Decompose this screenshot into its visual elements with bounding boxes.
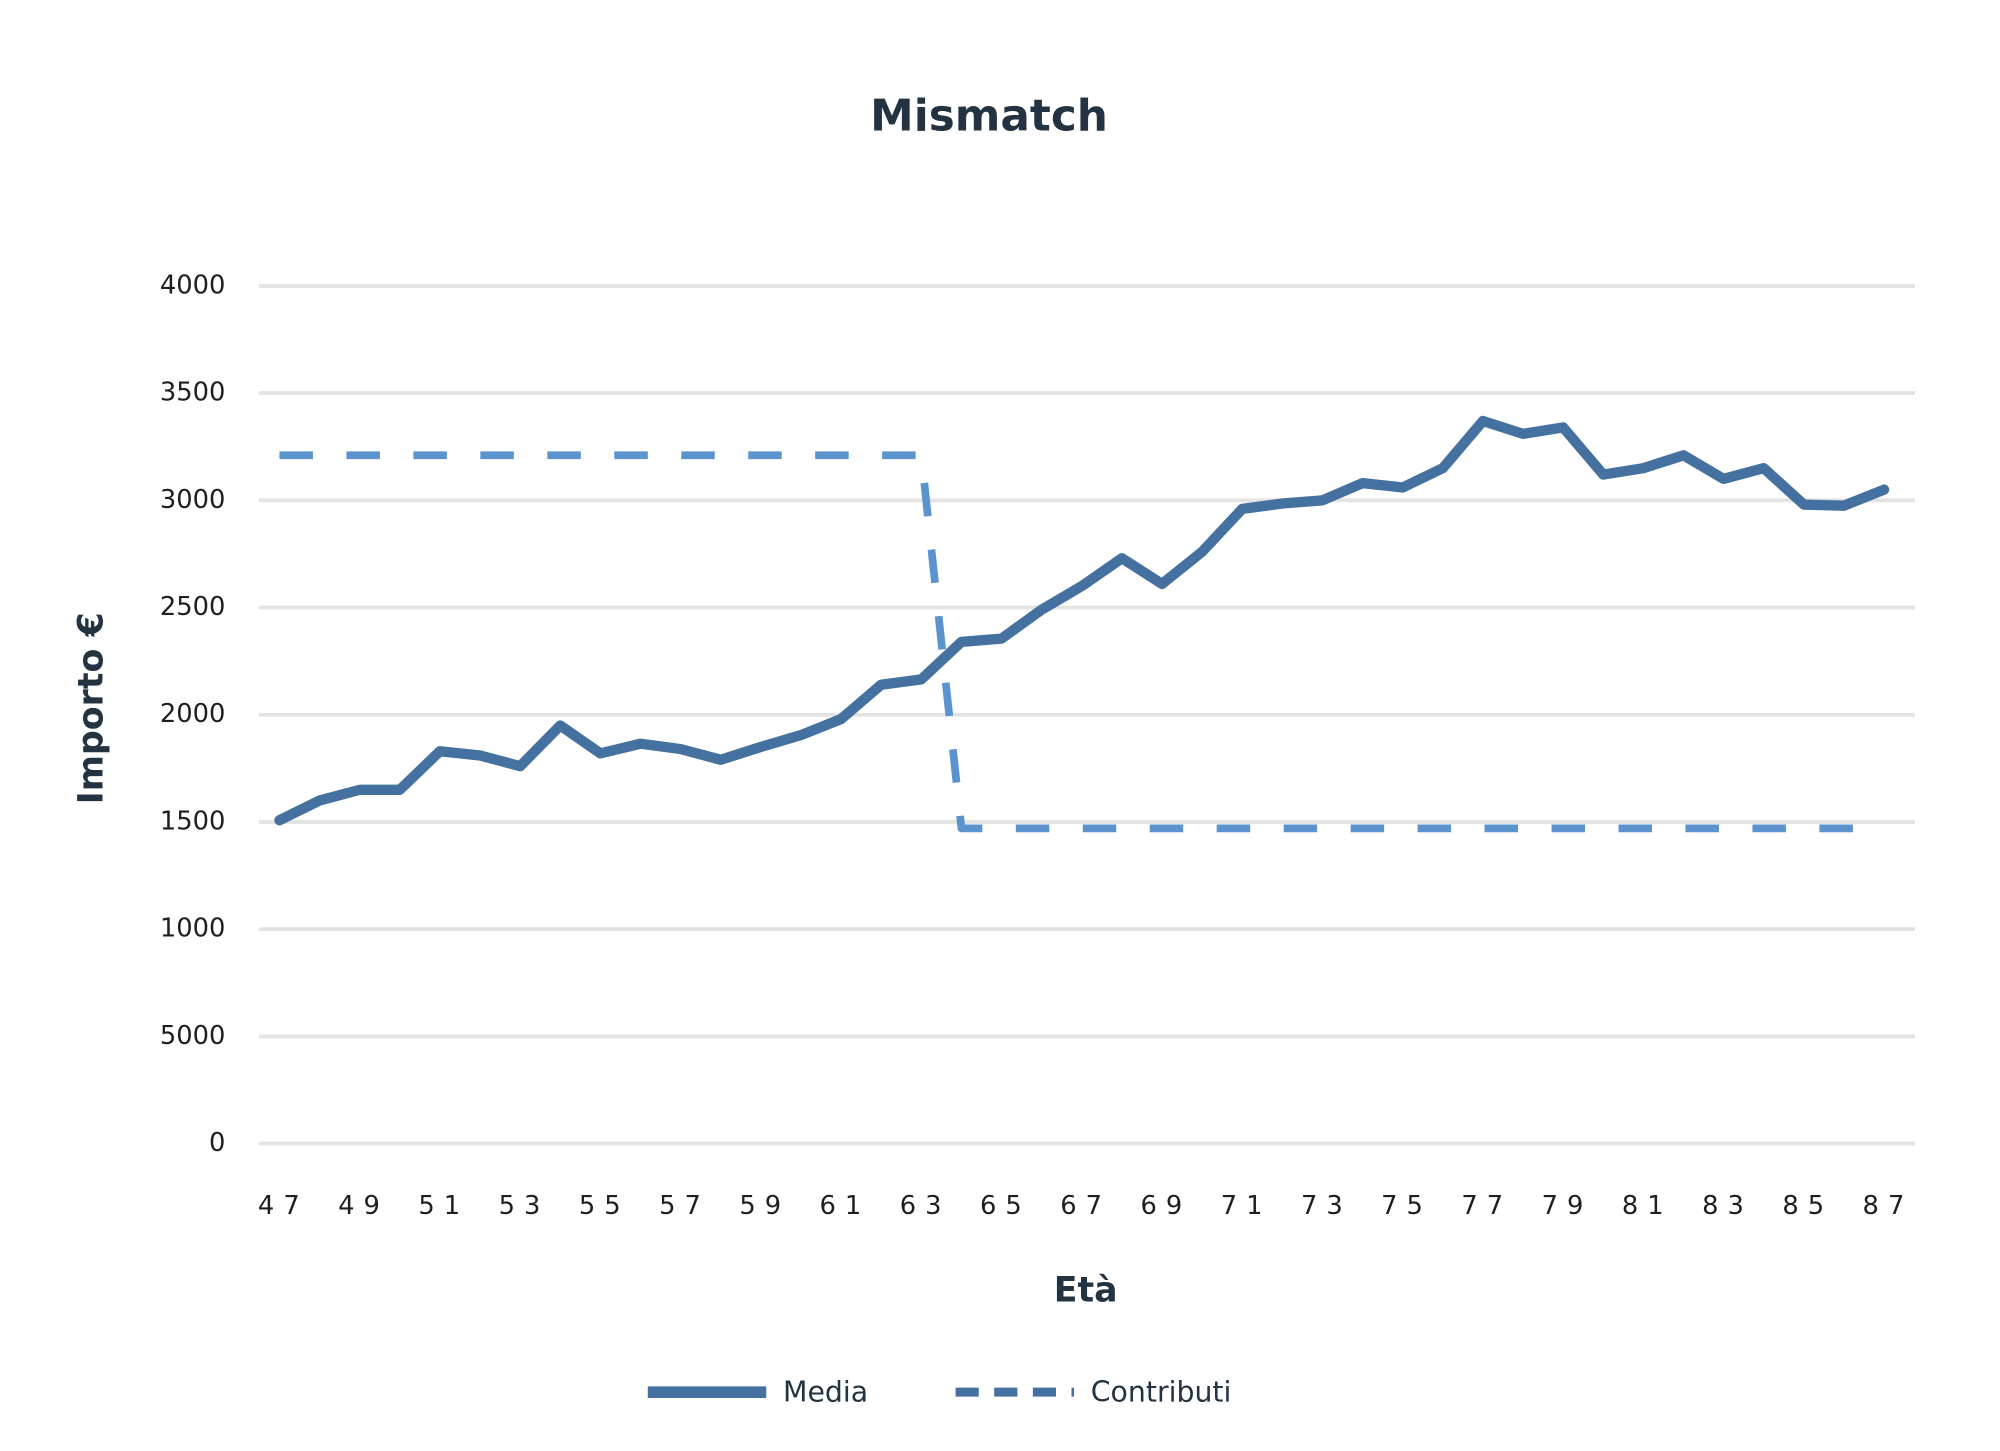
- x-tick-label: 87: [1863, 1191, 1914, 1221]
- y-axis-title: Importo €: [72, 612, 112, 804]
- x-tick-label: 69: [1140, 1191, 1191, 1221]
- x-tick-label: 63: [900, 1191, 951, 1221]
- x-tick-label: 59: [739, 1191, 790, 1221]
- x-tick-label: 73: [1301, 1191, 1352, 1221]
- y-tick-label: 5000: [160, 1021, 226, 1051]
- y-tick-label: 3500: [160, 378, 226, 408]
- x-tick-label: 51: [418, 1191, 469, 1221]
- x-tick-label: 55: [579, 1191, 630, 1221]
- x-tick-label: 65: [980, 1191, 1031, 1221]
- y-tick-label: 2500: [160, 592, 226, 622]
- y-tick-label: 1500: [160, 806, 226, 836]
- legend-label: Media: [783, 1375, 868, 1408]
- x-tick-label: 53: [499, 1191, 550, 1221]
- x-tick-label: 75: [1381, 1191, 1432, 1221]
- x-tick-label: 61: [820, 1191, 871, 1221]
- x-tick-label: 49: [338, 1191, 389, 1221]
- x-tick-label: 57: [659, 1191, 710, 1221]
- y-tick-label: 0: [209, 1128, 225, 1158]
- chart-title: Mismatch: [870, 90, 1108, 141]
- y-tick-label: 2000: [160, 699, 226, 729]
- legend-label: Contributi: [1091, 1375, 1232, 1408]
- x-tick-label: 71: [1221, 1191, 1272, 1221]
- y-tick-label: 3000: [160, 485, 226, 515]
- y-tick-label: 4000: [160, 270, 226, 300]
- x-tick-label: 67: [1060, 1191, 1111, 1221]
- x-tick-label: 79: [1542, 1191, 1593, 1221]
- x-tick-label: 77: [1461, 1191, 1512, 1221]
- x-axis-title: Età: [1054, 1271, 1118, 1311]
- x-tick-label: 47: [258, 1191, 309, 1221]
- y-tick-label: 1000: [160, 914, 226, 944]
- x-tick-label: 83: [1702, 1191, 1753, 1221]
- x-tick-label: 85: [1782, 1191, 1833, 1221]
- series-line: [279, 451, 1885, 833]
- x-tick-label: 81: [1622, 1191, 1673, 1221]
- series-line: [274, 415, 1890, 826]
